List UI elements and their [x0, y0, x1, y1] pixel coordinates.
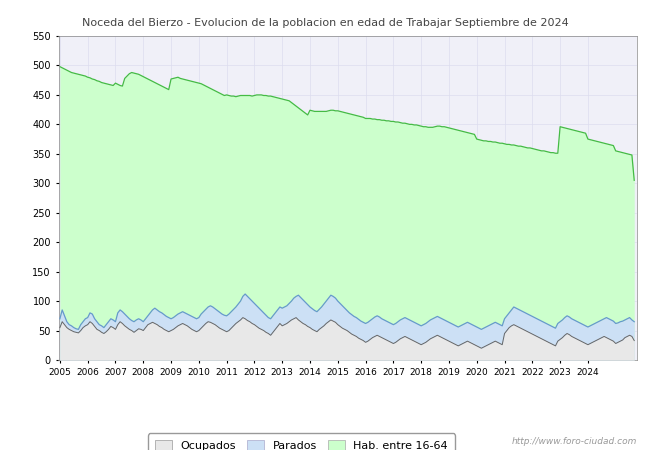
Text: Noceda del Bierzo - Evolucion de la poblacion en edad de Trabajar Septiembre de : Noceda del Bierzo - Evolucion de la pobl…	[82, 18, 568, 28]
Legend: Ocupados, Parados, Hab. entre 16-64: Ocupados, Parados, Hab. entre 16-64	[148, 433, 455, 450]
Text: http://www.foro-ciudad.com: http://www.foro-ciudad.com	[512, 436, 637, 446]
